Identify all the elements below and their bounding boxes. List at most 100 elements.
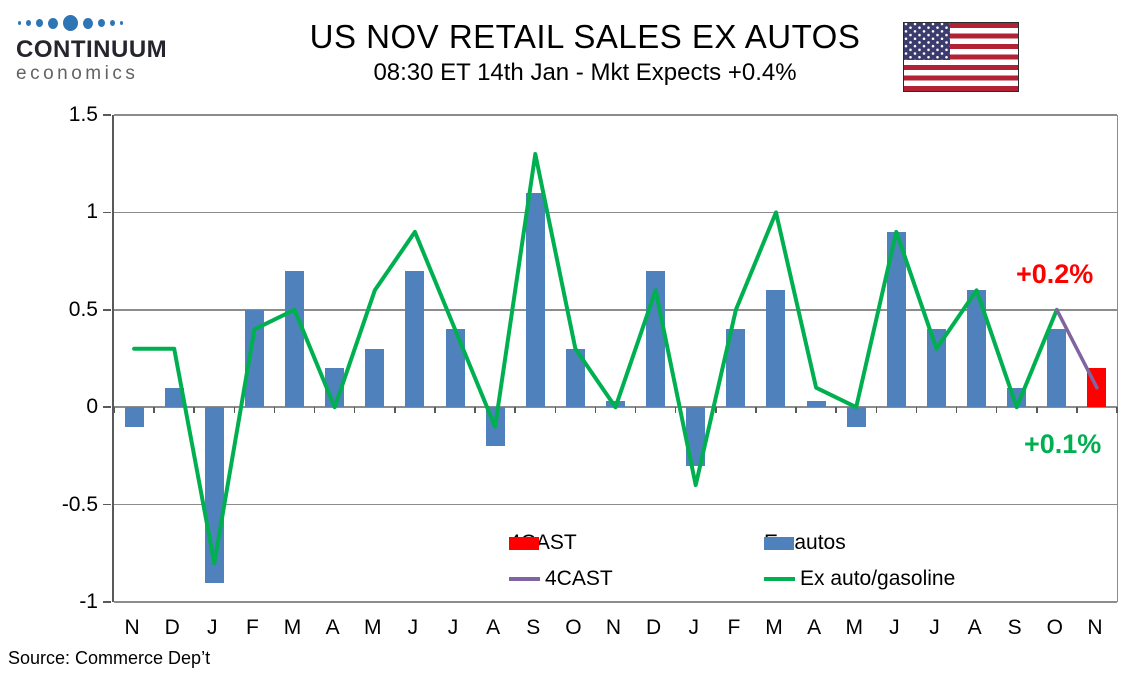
x-axis-label: A — [967, 616, 982, 639]
bar-ex-autos-m18 — [846, 407, 866, 427]
category-tick — [634, 407, 637, 414]
x-axis-label: J — [407, 616, 419, 639]
x-axis-label: J — [889, 616, 900, 639]
bar-ex-autos-s10 — [525, 192, 545, 408]
bar-ex-autos-f3 — [244, 309, 264, 408]
bar-ex-autos-j20 — [926, 329, 946, 408]
bar-ex-autos-a5 — [325, 368, 345, 408]
x-axis-label: A — [807, 616, 822, 639]
bar-ex-autos-j14 — [686, 407, 706, 466]
category-tick — [835, 407, 837, 414]
bar-ex-autos-j19 — [886, 231, 906, 408]
category-tick — [955, 407, 958, 414]
logo-dots-icon — [18, 12, 216, 34]
category-tick — [715, 407, 717, 414]
legend-label: 4CAST — [545, 567, 613, 590]
category-tick — [313, 407, 316, 414]
x-axis-label: A — [325, 616, 340, 639]
gridline — [114, 211, 1117, 214]
y-axis-tick — [103, 406, 111, 408]
bar-ex-autos-a17 — [806, 401, 826, 408]
bar-ex-autos-f15 — [726, 329, 746, 408]
category-tick — [674, 407, 677, 414]
y-axis-tick — [103, 601, 111, 603]
category-tick — [233, 407, 236, 414]
category-tick — [394, 407, 396, 414]
x-axis-label: F — [727, 616, 741, 639]
legend-swatch-blue-bar — [764, 536, 794, 550]
gridline — [114, 601, 1117, 603]
x-axis-label: M — [765, 616, 783, 639]
title-block: US NOV RETAIL SALES EX AUTOS 08:30 ET 14… — [160, 18, 1010, 87]
category-tick — [193, 407, 195, 414]
legend-item-ex-autos: Ex autos — [764, 531, 846, 555]
x-axis-label: J — [688, 616, 699, 639]
category-tick — [1036, 407, 1038, 414]
y-axis-label: 0.5 — [68, 297, 98, 321]
bar-ex-autos-o11 — [565, 348, 585, 408]
x-axis-label: D — [646, 616, 662, 639]
legend-item-4cast-line: 4CAST — [509, 567, 613, 591]
category-tick — [1076, 407, 1078, 414]
logo-text-continuum: CONTINUUM — [16, 36, 168, 63]
legend-swatch-purple-line — [509, 577, 540, 581]
y-axis-tick — [103, 309, 111, 311]
bar-ex-autos-o23 — [1047, 329, 1067, 408]
bar-4cast-n24 — [1087, 368, 1107, 408]
annotation-line-forecast: +0.1% — [1024, 429, 1102, 459]
chart-subtitle: 08:30 ET 14th Jan - Mkt Expects +0.4% — [373, 59, 797, 86]
x-axis-label: M — [364, 616, 382, 639]
bar-ex-autos-d1 — [164, 387, 184, 408]
x-axis-label: N — [124, 616, 140, 639]
legend-swatch-green-line — [764, 577, 795, 581]
x-axis-label: J — [929, 616, 940, 639]
y-axis-label: 1 — [86, 200, 98, 224]
category-tick — [594, 407, 597, 414]
y-axis-tick — [103, 211, 111, 214]
category-tick — [153, 407, 155, 414]
x-axis-label: S — [526, 616, 541, 639]
x-axis-label: S — [1007, 616, 1022, 639]
category-tick — [995, 407, 998, 414]
bar-ex-autos-m6 — [365, 348, 385, 408]
bar-ex-autos-j7 — [405, 270, 425, 408]
logo-text-economics: economics — [16, 63, 139, 84]
category-tick — [273, 407, 276, 414]
x-axis-label: J — [447, 616, 459, 639]
category-tick — [474, 407, 476, 414]
category-tick — [113, 407, 115, 414]
gridline — [114, 114, 1117, 116]
category-tick — [915, 407, 918, 414]
bar-ex-autos-d13 — [646, 270, 666, 408]
legend-item-4cast-bar: 4CAST — [509, 531, 577, 555]
x-axis-label: M — [845, 616, 863, 639]
x-axis-label: D — [164, 616, 180, 639]
bar-ex-autos-a9 — [485, 407, 505, 447]
gridline — [114, 503, 1117, 506]
bar-ex-autos-n0 — [124, 407, 144, 427]
bar-ex-autos-m4 — [285, 270, 305, 408]
y-axis-tick — [103, 114, 111, 116]
category-tick — [353, 407, 356, 414]
x-axis-label: N — [605, 616, 622, 639]
plot-area — [112, 114, 1118, 603]
legend-item-ex-auto-gasoline: Ex auto/gasoline — [764, 567, 955, 591]
y-axis-label: 1.5 — [68, 103, 98, 126]
bar-ex-autos-a21 — [967, 290, 987, 408]
x-axis-label: F — [245, 616, 259, 639]
x-axis-label: M — [283, 616, 302, 639]
us-flag-icon — [903, 22, 1019, 92]
y-axis-label: -0.5 — [61, 492, 98, 516]
annotation-bar-forecast: +0.2% — [1016, 259, 1094, 289]
category-tick — [1116, 407, 1118, 414]
legend-swatch-red-bar — [509, 536, 539, 550]
category-tick — [554, 407, 557, 414]
x-axis-label: O — [565, 616, 582, 639]
category-tick — [434, 407, 436, 414]
bar-ex-autos-s22 — [1007, 387, 1027, 408]
bar-ex-autos-m16 — [766, 290, 786, 408]
y-axis-label: 0 — [86, 395, 98, 419]
x-axis-label: N — [1087, 616, 1103, 639]
bar-ex-autos-j2 — [204, 407, 224, 583]
